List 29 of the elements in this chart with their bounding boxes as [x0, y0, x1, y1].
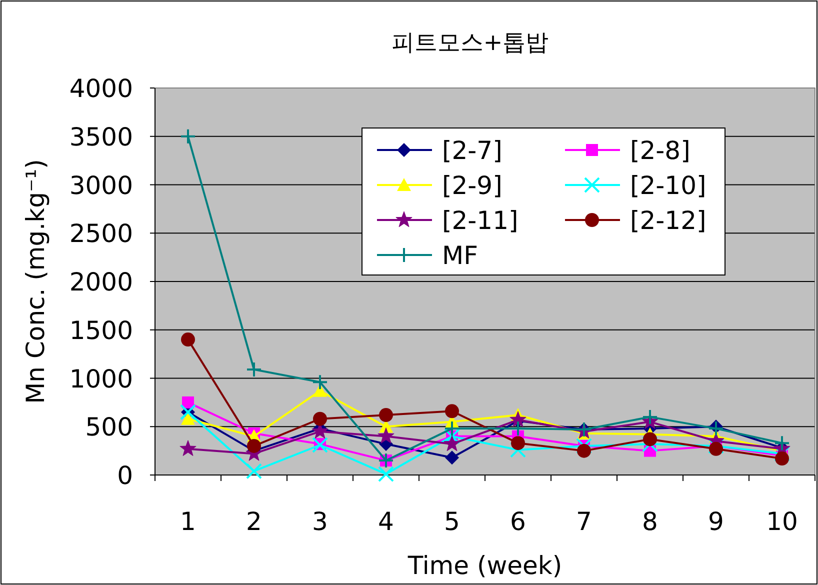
legend-label: [2-11]	[442, 206, 518, 235]
y-tick-label: 4000	[69, 74, 133, 103]
y-tick-label: 2000	[69, 268, 133, 296]
legend-label: MF	[442, 241, 478, 270]
legend-label: [2-9]	[442, 171, 502, 200]
x-tick-label: 1	[180, 507, 196, 536]
x-axis-title: Time (week)	[406, 551, 562, 580]
legend-label: [2-8]	[630, 136, 690, 165]
legend-label: [2-10]	[630, 171, 706, 200]
x-tick-label: 8	[642, 507, 658, 536]
x-tick-label: 3	[312, 507, 328, 536]
y-tick-label: 3000	[69, 170, 133, 200]
x-tick-label: 10	[766, 507, 798, 536]
y-tick-label: 1000	[69, 364, 133, 394]
x-tick-label: 9	[708, 507, 724, 536]
y-tick-label: 3500	[69, 122, 133, 152]
x-tick-label: 2	[246, 507, 262, 536]
x-tick-label: 6	[510, 507, 526, 536]
y-tick-label: 1500	[69, 316, 133, 345]
chart-title: 피트모스+톱밥	[391, 30, 549, 56]
x-tick-label: 4	[378, 507, 394, 536]
x-tick-label: 5	[444, 507, 460, 536]
y-axis-title: Mn Conc. (mg.kg⁻¹)	[21, 159, 50, 404]
x-tick-label: 7	[576, 507, 592, 536]
y-tick-label: 2500	[69, 219, 133, 248]
y-tick-label: 0	[117, 461, 133, 490]
y-tick-label: 500	[85, 412, 133, 442]
legend-label: [2-12]	[630, 206, 706, 235]
legend-label: [2-7]	[442, 136, 502, 165]
